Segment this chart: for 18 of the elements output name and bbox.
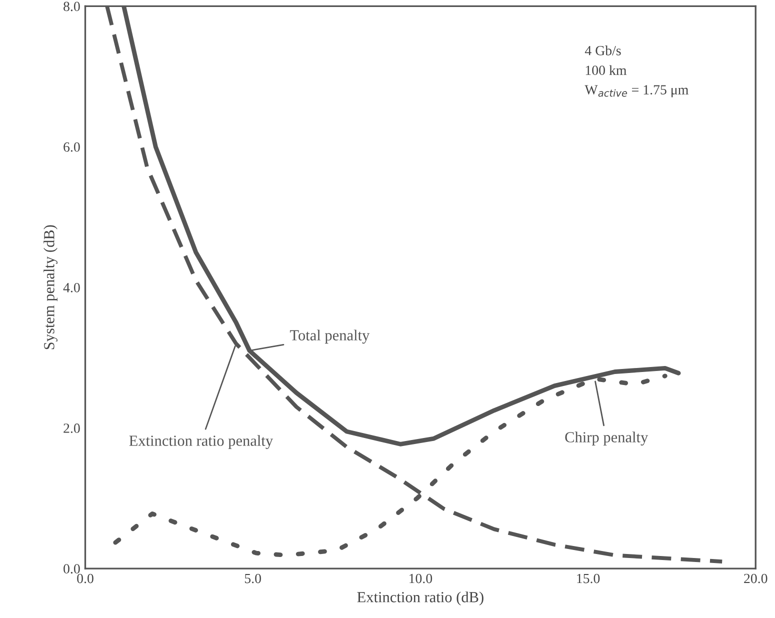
y-tick-label: 2.0 [64, 424, 80, 433]
annotation: 4 Gb/s [584, 46, 621, 56]
x-tick-label: 5.0 [244, 574, 261, 584]
annotation: 100 km [586, 65, 627, 76]
y-tick-label: 4.0 [63, 282, 80, 292]
text: Extinction ratio penalty [129, 435, 274, 450]
text: Total penalty [290, 330, 370, 344]
text: Chirp penalty [565, 432, 648, 446]
annotation: W$_{active}$ = 1.75 μm [584, 85, 688, 98]
y-axis-title: System penalty (dB) [44, 225, 58, 350]
y-tick-label: 6.0 [64, 142, 80, 152]
x-tick-label: 20.0 [744, 574, 768, 584]
x-tick-label: 15.0 [577, 574, 600, 584]
x-tick-label: 0.0 [77, 574, 94, 584]
y-tick-label: 8.0 [64, 2, 80, 12]
x-tick-label: 10.0 [410, 574, 432, 584]
x-axis-title: Extinction ratio (dB) [357, 592, 484, 606]
y-tick-label: 0.0 [64, 564, 80, 574]
